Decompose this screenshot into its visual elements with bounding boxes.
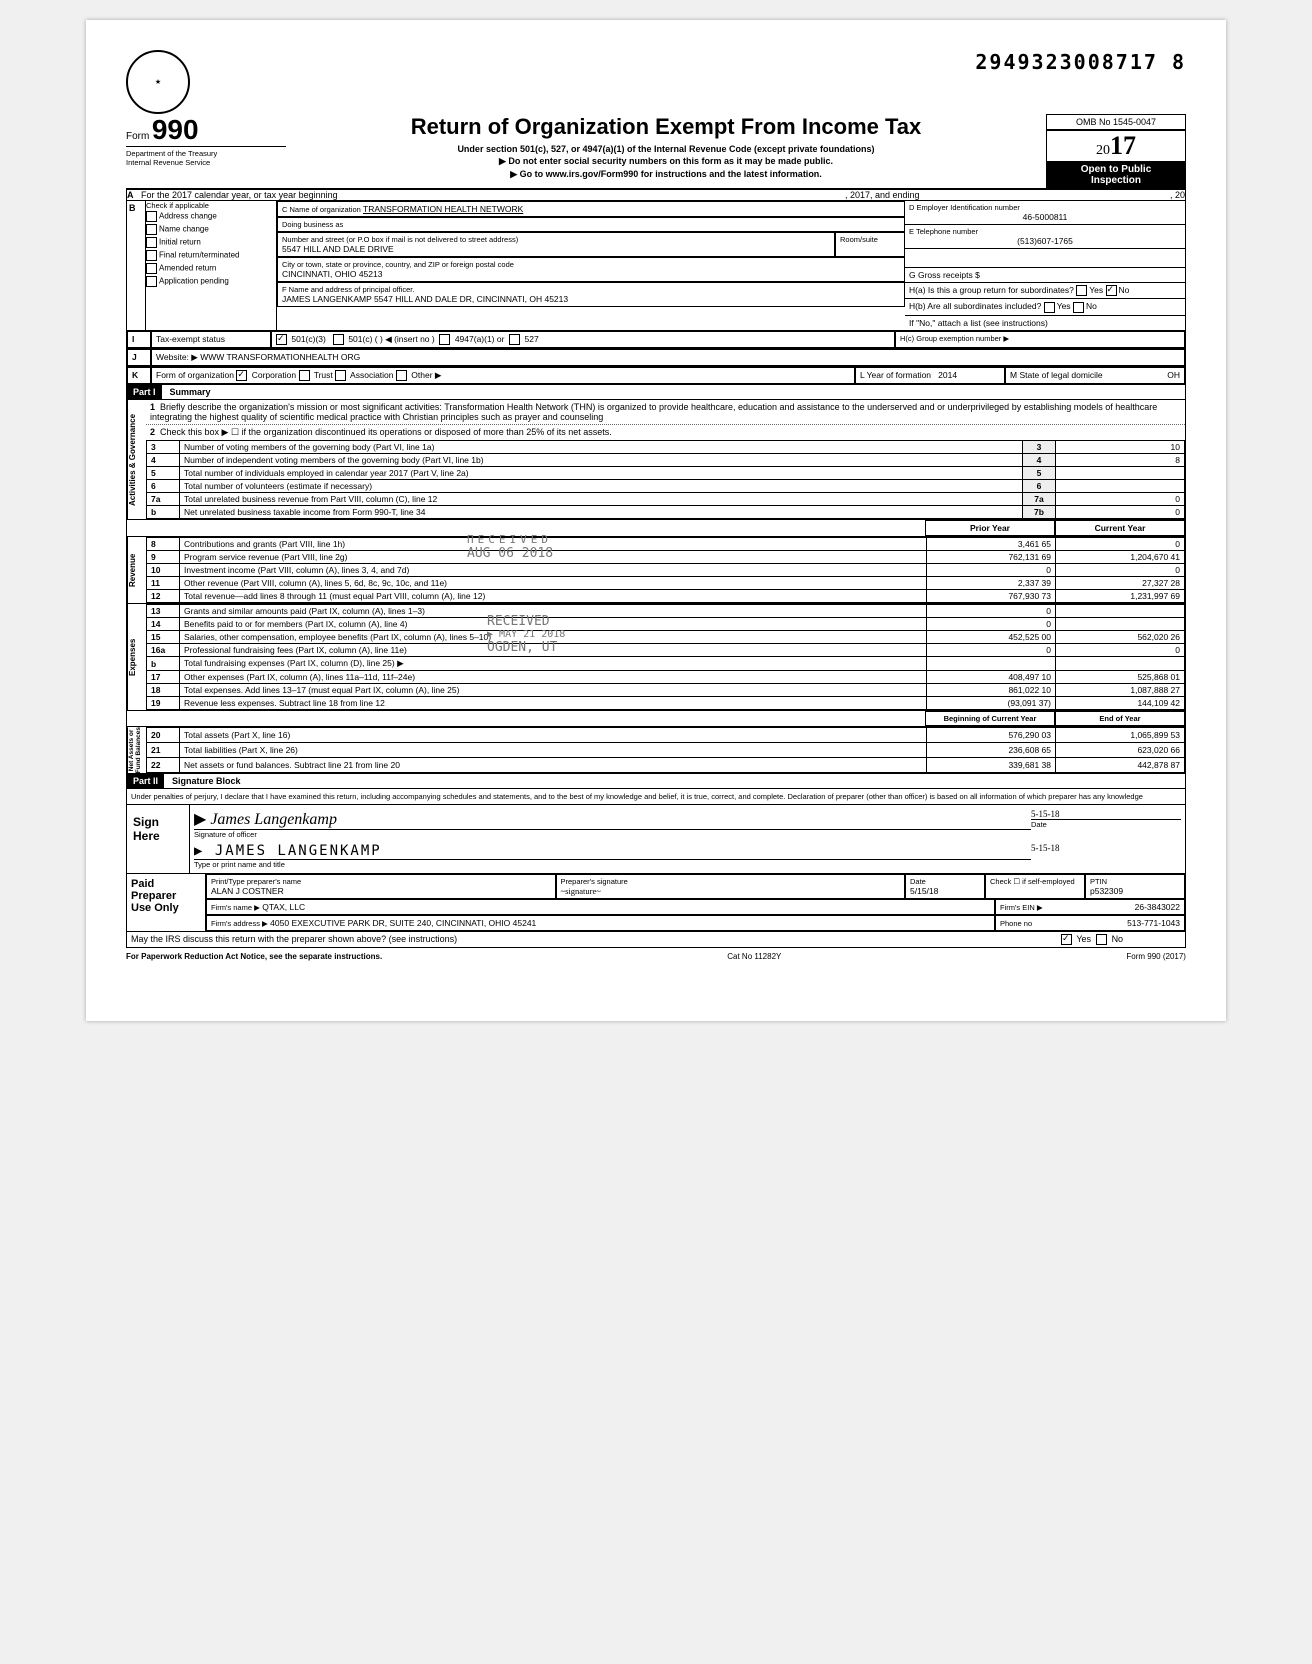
discuss-with-preparer: May the IRS discuss this return with the… xyxy=(127,932,1057,947)
part2-title: Signature Block xyxy=(164,774,249,788)
phone: (513)607-1765 xyxy=(909,236,1181,246)
expenses-table: 13Grants and similar amounts paid (Part … xyxy=(146,604,1185,710)
sig-officer-label: Signature of officer xyxy=(194,829,1031,839)
chk-self-employed[interactable]: Check ☐ if self-employed xyxy=(985,874,1085,899)
form-note-2: ▶ Go to www.irs.gov/Form990 for instruct… xyxy=(306,169,1026,180)
tax-year: 17 xyxy=(1110,131,1136,160)
check-if-applicable: Check if applicable Address change Name … xyxy=(146,201,277,330)
side-revenue: Revenue xyxy=(127,537,146,603)
gross-receipts: G Gross receipts $ xyxy=(905,268,1185,283)
row-a: A For the 2017 calendar year, or tax yea… xyxy=(126,190,1186,201)
form-title: Return of Organization Exempt From Incom… xyxy=(306,114,1026,140)
chk-name-change[interactable]: Name change xyxy=(159,225,209,234)
chk-group-return-no[interactable] xyxy=(1106,285,1117,296)
side-netassets: Net Assets or Fund Balances xyxy=(127,727,146,773)
preparer-name: ALAN J COSTNER xyxy=(211,886,551,896)
part2-header: Part II xyxy=(127,774,164,788)
state-domicile: OH xyxy=(1167,370,1180,380)
chk-initial-return[interactable]: Initial return xyxy=(159,238,201,247)
part1-title: Summary xyxy=(162,385,219,399)
paid-preparer-label: Paid Preparer Use Only xyxy=(127,874,206,931)
form-ref: Form 990 (2017) xyxy=(1126,952,1186,961)
form-label: Form xyxy=(126,131,149,142)
dept-treasury: Department of the Treasury Internal Reve… xyxy=(126,146,286,167)
org-name: TRANSFORMATION HEALTH NETWORK xyxy=(363,204,523,214)
perjury-declaration: Under penalties of perjury, I declare th… xyxy=(126,789,1186,805)
side-governance: Activities & Governance xyxy=(127,400,146,519)
chk-address-change[interactable]: Address change xyxy=(159,212,217,221)
firm-name: QTAX, LLC xyxy=(262,902,305,912)
revenue-table: 8Contributions and grants (Part VIII, li… xyxy=(146,537,1185,603)
name-date: 5-15-18 xyxy=(1031,843,1181,869)
form-subtitle: Under section 501(c), 527, or 4947(a)(1)… xyxy=(306,144,1026,154)
room-suite: Room/suite xyxy=(835,232,905,257)
side-expenses: Expenses xyxy=(127,604,146,710)
prep-date: 5/15/18 xyxy=(910,886,980,896)
chk-application-pending[interactable]: Application pending xyxy=(159,277,229,286)
chk-corporation[interactable] xyxy=(236,370,247,381)
dba-label: Doing business as xyxy=(277,217,905,232)
open-inspection: Open to Public Inspection xyxy=(1046,162,1186,188)
received-stamp-2: RECEIVED ▶ MAY 21 2018 OGDEN, UT xyxy=(487,614,565,655)
city-state-zip: CINCINNATI, OHIO 45213 xyxy=(282,269,900,279)
officer-name: JAMES LANGENKAMP xyxy=(215,843,382,859)
chk-amended[interactable]: Amended return xyxy=(159,264,216,273)
website: WWW TRANSFORMATIONHEALTH ORG xyxy=(200,352,360,362)
chk-discuss-yes[interactable] xyxy=(1061,934,1072,945)
col-end-year: End of Year xyxy=(1055,711,1185,726)
irs-seal-icon: ★ xyxy=(126,50,190,114)
col-beginning-year: Beginning of Current Year xyxy=(925,711,1055,726)
street-address: 5547 HILL AND DALE DRIVE xyxy=(282,244,830,254)
firm-address: 4050 EXEXCUTIVE PARK DR, SUITE 240, CINC… xyxy=(270,918,536,928)
chk-501c3[interactable] xyxy=(276,334,287,345)
tax-exempt-status-label: Tax-exempt status xyxy=(151,331,271,348)
ein: 46-5000811 xyxy=(909,212,1181,222)
form-number: 990 xyxy=(152,114,199,145)
col-prior-year: Prior Year xyxy=(925,520,1055,536)
firm-phone: 513-771-1043 xyxy=(1127,918,1180,928)
sig-date: 5-15-18 xyxy=(1031,809,1181,819)
col-current-year: Current Year xyxy=(1055,520,1185,536)
received-stamp: ПЕСЕІVЕD AUG 06 2018 xyxy=(467,533,553,561)
firm-ein: 26-3843022 xyxy=(1135,902,1180,912)
principal-officer: JAMES LANGENKAMP 5547 HILL AND DALE DR, … xyxy=(282,294,900,304)
form-note-1: ▶ Do not enter social security numbers o… xyxy=(306,156,1026,167)
sign-here-label: Sign Here xyxy=(127,805,190,873)
netassets-table: 20Total assets (Part X, line 16)576,290 … xyxy=(146,727,1185,773)
paperwork-notice: For Paperwork Reduction Act Notice, see … xyxy=(126,952,382,961)
form-header: ★ 2949323008717 8 xyxy=(126,50,1186,114)
tracking-number: 2949323008717 8 xyxy=(975,50,1186,74)
year-formation: 2014 xyxy=(938,370,957,380)
governance-table: 3Number of voting members of the governi… xyxy=(146,440,1185,519)
header-block: B Check if applicable Address change Nam… xyxy=(126,201,1186,331)
ptin: p532309 xyxy=(1090,886,1180,896)
cat-no: Cat No 11282Y xyxy=(727,952,781,961)
part1-header: Part I xyxy=(127,385,162,399)
group-exemption: H(c) Group exemption number ▶ xyxy=(895,331,1185,348)
chk-final-return[interactable]: Final return/terminated xyxy=(159,251,239,260)
omb-number: OMB No 1545-0047 xyxy=(1046,114,1186,130)
